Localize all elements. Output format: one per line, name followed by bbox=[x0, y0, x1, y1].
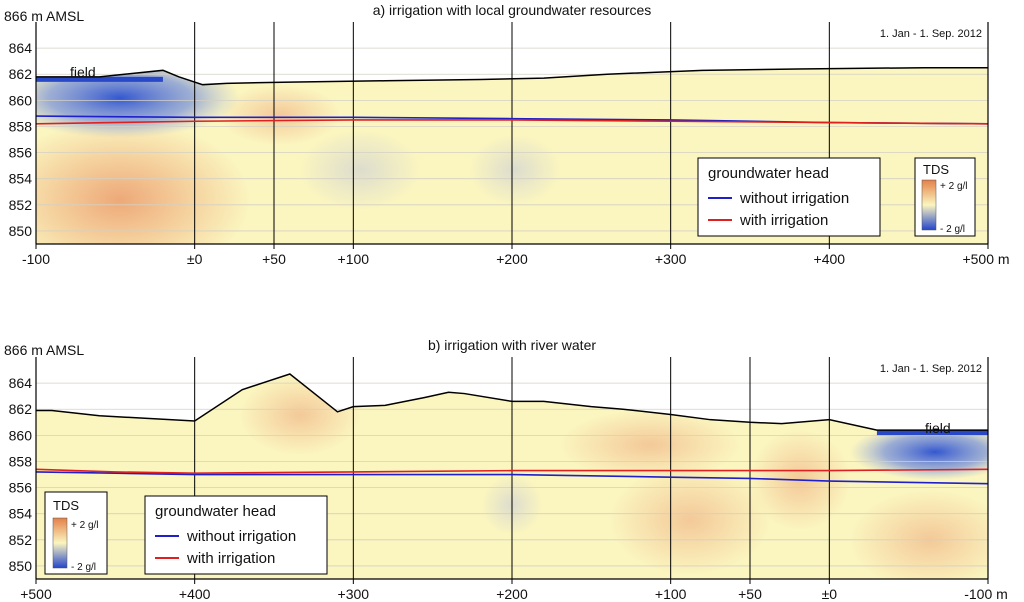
y-tick-label: 852 bbox=[9, 532, 33, 548]
x-tick-label: +50 bbox=[738, 586, 762, 602]
chart-b-date-range: 1. Jan - 1. Sep. 2012 bbox=[880, 363, 982, 375]
chart-a-legend-without: without irrigation bbox=[739, 190, 849, 207]
x-tick-label: -100 m bbox=[964, 586, 1008, 602]
chart-b-axes: 864 862 860 858 856 854 852 850 +500 +400 +300 +200… bbox=[9, 357, 1008, 602]
chart-a-field-label: field bbox=[70, 64, 96, 80]
chart-b-tds-low-field bbox=[850, 424, 988, 480]
y-tick-label: 864 bbox=[9, 375, 33, 391]
y-tick-label: 864 bbox=[9, 40, 33, 56]
chart-a-tds-neutral-mid bbox=[300, 130, 420, 210]
x-tick-label: +100 bbox=[655, 586, 687, 602]
y-tick-label: 860 bbox=[9, 92, 33, 108]
y-tick-label: 854 bbox=[9, 171, 33, 187]
chart-b-legend-without: without irrigation bbox=[186, 528, 296, 545]
chart-a-title: a) irrigation with local groundwater res… bbox=[373, 2, 652, 18]
chart-b-ylabel: 866 m AMSL bbox=[4, 342, 84, 358]
chart-a-colorbar-min: - 2 g/l bbox=[940, 224, 965, 235]
chart-a-plot bbox=[36, 67, 988, 245]
chart-a-tds-high-left bbox=[36, 120, 250, 245]
series-line-with-irrigation bbox=[35, 468, 989, 475]
series-line-ground-surface bbox=[36, 66, 988, 86]
chart-a-axes: 864 862 860 858 856 854 852 850 -100 ±0 +50 +100 +20… bbox=[9, 22, 1010, 267]
chart-a-legend-with: with irrigation bbox=[739, 212, 828, 229]
y-tick-label: 854 bbox=[9, 506, 33, 522]
x-tick-label: +400 bbox=[179, 586, 211, 602]
chart-b-colorbar: TDS + 2 g/l - 2 g/l bbox=[44, 491, 108, 575]
chart-b-colorbar-ramp bbox=[52, 517, 68, 569]
chart-b-tds-high-mid bbox=[560, 410, 740, 480]
chart-a-colorbar-ramp bbox=[921, 179, 937, 231]
y-tick-label: 856 bbox=[9, 480, 33, 496]
series-line-without-irrigation bbox=[35, 471, 989, 485]
chart-a-colorbar-max: + 2 g/l bbox=[940, 181, 968, 192]
chart-b-tds-high-left bbox=[610, 465, 770, 575]
y-tick-label: 850 bbox=[9, 223, 33, 239]
chart-b-legend-with: with irrigation bbox=[186, 550, 275, 567]
chart-a-series bbox=[35, 66, 989, 125]
x-tick-label: +100 bbox=[338, 251, 370, 267]
chart-a: a) irrigation with local groundwater res… bbox=[4, 2, 1010, 267]
series-line-with-irrigation bbox=[35, 119, 989, 125]
field-pond bbox=[876, 430, 988, 436]
x-tick-label: +300 bbox=[655, 251, 687, 267]
x-tick-label: ±0 bbox=[187, 251, 203, 267]
chart-b-series bbox=[35, 373, 989, 485]
chart-b: b) irrigation with river water 866 m AMS… bbox=[4, 337, 1008, 602]
chart-b-legend: groundwater head without irrigation with… bbox=[144, 495, 328, 575]
chart-a-colorbar: TDS + 2 g/l - 2 g/l bbox=[914, 157, 976, 237]
chart-b-tds-high-peak bbox=[240, 375, 360, 455]
x-tick-label: +400 bbox=[814, 251, 846, 267]
chart-b-field-label: field bbox=[925, 420, 951, 436]
chart-b-title: b) irrigation with river water bbox=[428, 337, 596, 353]
chart-a-ylabel: 866 m AMSL bbox=[4, 8, 84, 24]
chart-a-legend-title: groundwater head bbox=[708, 165, 829, 182]
x-tick-label: ±0 bbox=[822, 586, 838, 602]
chart-a-tds-field bbox=[36, 67, 988, 245]
y-tick-label: 852 bbox=[9, 197, 33, 213]
y-tick-label: 858 bbox=[9, 453, 33, 469]
y-tick-label: 858 bbox=[9, 118, 33, 134]
y-tick-label: 862 bbox=[9, 66, 33, 82]
chart-a-date-range: 1. Jan - 1. Sep. 2012 bbox=[880, 28, 982, 40]
x-tick-label: -100 bbox=[22, 251, 50, 267]
chart-b-colorbar-min: - 2 g/l bbox=[71, 562, 96, 573]
chart-b-legend-title: groundwater head bbox=[155, 503, 276, 520]
x-tick-label: +500 bbox=[20, 586, 52, 602]
x-tick-label: +500 m bbox=[962, 251, 1009, 267]
x-tick-label: +200 bbox=[496, 251, 528, 267]
chart-a-tds-neutral-center bbox=[470, 135, 560, 205]
x-tick-label: +200 bbox=[496, 586, 528, 602]
chart-b-colorbar-max: + 2 g/l bbox=[71, 520, 99, 531]
series-line-ground-surface bbox=[36, 373, 988, 431]
x-tick-label: +50 bbox=[262, 251, 286, 267]
y-tick-label: 862 bbox=[9, 401, 33, 417]
chart-a-legend: groundwater head without irrigation with… bbox=[697, 157, 881, 237]
chart-a-colorbar-title: TDS bbox=[923, 162, 949, 177]
y-tick-label: 850 bbox=[9, 558, 33, 574]
x-tick-label: +300 bbox=[338, 586, 370, 602]
y-tick-label: 856 bbox=[9, 145, 33, 161]
y-tick-label: 860 bbox=[9, 427, 33, 443]
chart-b-colorbar-title: TDS bbox=[53, 498, 79, 513]
field-pond bbox=[36, 76, 163, 82]
